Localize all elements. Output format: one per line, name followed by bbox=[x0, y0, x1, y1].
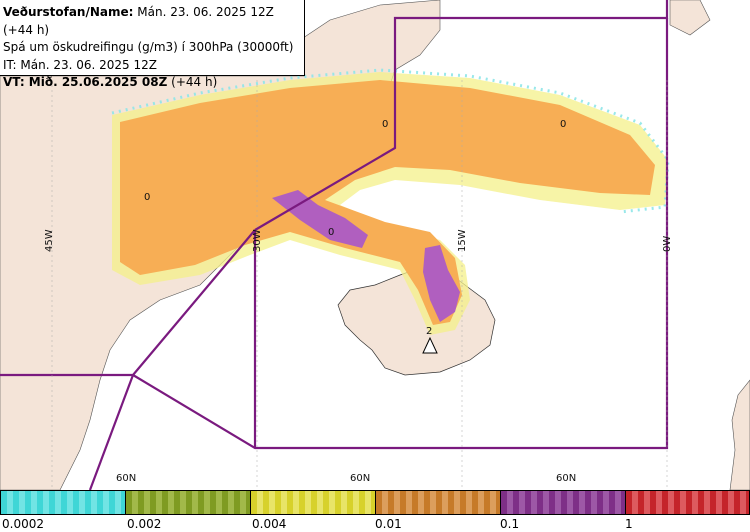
legend-bar-1 bbox=[0, 490, 126, 515]
legend-tick-label: 0.002 bbox=[127, 517, 162, 531]
volcano-marker-icon bbox=[422, 336, 438, 354]
lon-label-45w: 45W bbox=[44, 229, 55, 252]
legend-tick-label: 1 bbox=[625, 517, 633, 531]
legend-tick-label: 0.004 bbox=[252, 517, 287, 531]
fir-boundary bbox=[0, 0, 669, 490]
contour-label: 0 bbox=[382, 119, 388, 130]
contour-label: 0 bbox=[144, 192, 150, 203]
lat-label-60n-center: 60N bbox=[350, 473, 370, 484]
legend-tick-label: 0.0002 bbox=[2, 517, 44, 531]
lat-label-60n-east: 60N bbox=[556, 473, 576, 484]
scandinavia-coast bbox=[729, 379, 750, 490]
lon-label-30w: 30W bbox=[252, 229, 263, 252]
ash-forecast-map: 45W 30W 15W 0W 60N 60N 60N 0 0 0 0 2 bbox=[0, 0, 750, 490]
ash-plume-purple-west bbox=[272, 190, 368, 248]
legend-bar-2 bbox=[125, 490, 251, 515]
ash-plume-orange bbox=[120, 80, 655, 325]
legend-bar-6 bbox=[625, 490, 750, 515]
legend-bar-5 bbox=[500, 490, 626, 515]
lat-label-60n-west: 60N bbox=[116, 473, 136, 484]
contour-label: 0 bbox=[560, 119, 566, 130]
legend-tick-label: 0.1 bbox=[500, 517, 520, 531]
graticule bbox=[51, 80, 668, 490]
ash-plume-purple-iceland bbox=[423, 245, 460, 322]
concentration-legend: 0.0002 0.002 0.004 0.01 0.1 1 bbox=[0, 490, 750, 532]
info-line-description: Spá um öskudreifingu (g/m3) í 300hPa (30… bbox=[3, 40, 294, 54]
svalbard-landmass bbox=[669, 0, 711, 36]
legend-bar-3 bbox=[250, 490, 376, 515]
legend-bar-4 bbox=[375, 490, 501, 515]
lon-label-15w: 15W bbox=[457, 229, 468, 252]
info-line-valid-time: VT: Mið. 25.06.2025 08Z (+44 h) bbox=[3, 75, 218, 89]
info-line-issuer: Veðurstofan/Name: Mán. 23. 06. 2025 12Z … bbox=[3, 5, 274, 37]
contour-label: 0 bbox=[328, 227, 334, 238]
contour-label: 2 bbox=[426, 326, 432, 337]
lon-label-0w: 0W bbox=[662, 236, 673, 252]
legend-tick-label: 0.01 bbox=[375, 517, 402, 531]
forecast-info-box: Veðurstofan/Name: Mán. 23. 06. 2025 12Z … bbox=[0, 0, 305, 89]
info-line-issue-time: IT: Mán. 23. 06. 2025 12Z bbox=[3, 57, 157, 72]
